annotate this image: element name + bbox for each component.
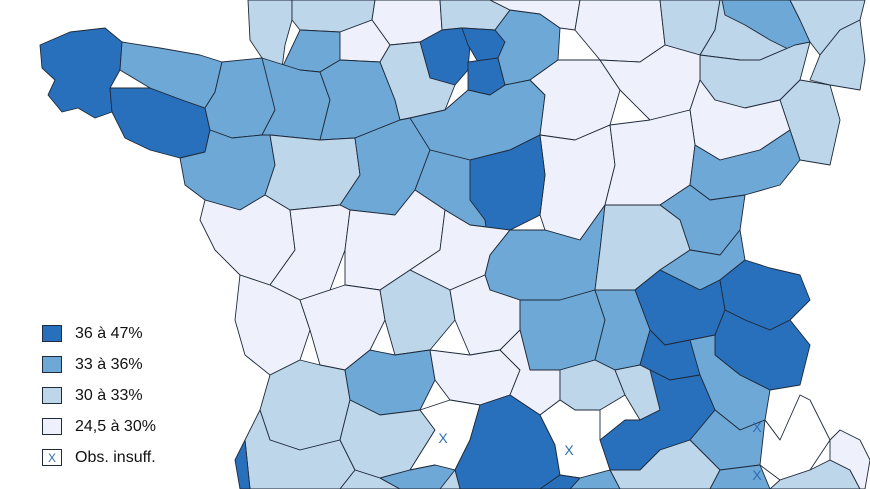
region-gironde: [259, 359, 351, 451]
legend-item: 33 à 36%: [42, 349, 156, 380]
region-marne: [574, 0, 666, 63]
legend-swatch: [42, 325, 62, 342]
region-alpes-hp: [709, 464, 771, 489]
region-gard: [609, 439, 721, 489]
insufficient-marker: X: [438, 430, 448, 446]
insufficient-marker: X: [752, 419, 762, 435]
region-vosges: [809, 19, 866, 91]
region-haute-garonne: [539, 474, 581, 489]
region-lozere: [539, 399, 611, 479]
region-herault: [439, 469, 461, 489]
region-bouches-rhone: [829, 429, 870, 489]
legend-label: 30 à 33%: [75, 386, 143, 404]
region-charente: [299, 284, 386, 371]
legend-item: X Obs. insuff.: [42, 442, 156, 473]
legend-item: 36 à 47%: [42, 318, 156, 349]
region-eure-loir: [379, 41, 456, 121]
region-haute-vienne: [379, 269, 456, 356]
insufficient-marker: X: [564, 442, 574, 458]
legend-item: 24,5 à 30%: [42, 411, 156, 442]
region-manche: [247, 0, 293, 69]
legend-label: 36 à 47%: [75, 324, 143, 342]
legend-label: 33 à 36%: [75, 355, 143, 373]
region-pyrenees-atl: [234, 439, 251, 489]
legend-item: 30 à 33%: [42, 380, 156, 411]
insufficient-marker: X: [752, 467, 762, 483]
legend-label: 24,5 à 30%: [75, 417, 156, 435]
region-nievre: [469, 134, 546, 256]
legend-swatch: [42, 356, 62, 373]
legend-swatch: X: [42, 449, 62, 466]
region-aisne: [489, 0, 581, 31]
region-puy-dome: [519, 289, 606, 371]
legend-label: Obs. insuff.: [75, 448, 156, 466]
legend-swatch: [42, 418, 62, 435]
legend-swatch: [42, 387, 62, 404]
region-finistere: [39, 27, 123, 119]
map-legend: 36 à 47% 33 à 36% 30 à 33% 24,5 à 30% X …: [42, 318, 156, 473]
